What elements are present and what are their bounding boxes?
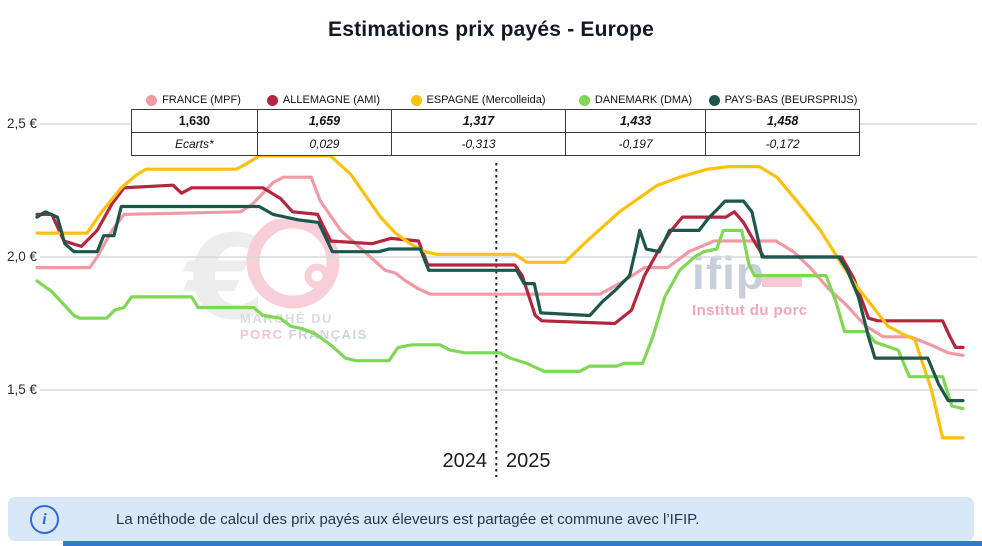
series-line-pays-bas-beursprijs [35, 199, 965, 403]
ifip-dash-icon [762, 277, 802, 287]
ecart-allemagne: 0,029 [256, 133, 392, 155]
values-row: 1,630 1,659 1,317 1,433 1,458 [132, 110, 859, 132]
series-line-espagne-mercolleida [35, 154, 965, 440]
series-line-danemark-dma [35, 228, 965, 411]
pig-icon [246, 219, 340, 309]
allemagne-color-dot [266, 94, 278, 106]
x-axis-label-2024: 2024 [442, 450, 488, 472]
value-france: 1,630 [178, 114, 210, 128]
legend-item-allemagne[interactable]: ALLEMAGNE (AMI) [256, 94, 391, 106]
value-paysbas: 1,458 [705, 110, 859, 132]
info-banner-text: La méthode de calcul des prix payés aux … [116, 510, 700, 528]
value-allemagne: 1,659 [256, 110, 392, 132]
series-line-allemagne-ami [35, 183, 965, 349]
ecart-danemark: -0,197 [564, 133, 706, 155]
danemark-color-dot [578, 94, 590, 106]
legend-item-espagne[interactable]: ESPAGNE (Mercolleida) [391, 94, 565, 106]
latest-values-table: 1,630 1,659 1,317 1,433 1,458 Ecarts* 0,… [131, 109, 860, 156]
legend-item-france[interactable]: FRANCE (MPF) [131, 94, 256, 106]
ecart-paysbas: -0,172 [705, 133, 859, 155]
price-chart [35, 123, 977, 477]
info-icon[interactable]: i [30, 504, 59, 534]
paysbas-color-dot [708, 94, 720, 106]
value-espagne: 1,317 [391, 110, 565, 132]
value-danemark: 1,433 [564, 110, 706, 132]
y-axis-label-2-5: 2,5 € [7, 116, 38, 131]
x-axis-label-2025: 2025 [506, 450, 551, 472]
espagne-color-dot [410, 94, 422, 106]
bottom-accent-bar [63, 541, 982, 546]
y-axis-label-1-5: 1,5 € [7, 382, 38, 397]
legend-item-danemark[interactable]: DANEMARK (DMA) [565, 94, 706, 106]
chart-legend: FRANCE (MPF) ALLEMAGNE (AMI) ESPAGNE (Me… [131, 91, 860, 109]
info-banner: i La méthode de calcul des prix payés au… [8, 497, 974, 541]
page-title: Estimations prix payés - Europe [328, 18, 654, 41]
ecart-espagne: -0,313 [391, 133, 565, 155]
ecarts-row: Ecarts* 0,029 -0,313 -0,197 -0,172 [132, 132, 859, 155]
legend-and-values-panel: FRANCE (MPF) ALLEMAGNE (AMI) ESPAGNE (Me… [131, 91, 860, 156]
y-axis-label-2-0: 2,0 € [7, 249, 38, 264]
ecarts-label: Ecarts* [174, 137, 214, 151]
ifip-subtitle: Institut du porc [692, 302, 808, 319]
france-color-dot [146, 94, 158, 106]
legend-item-paysbas[interactable]: PAYS-BAS (BEURSPRIJS) [706, 94, 860, 106]
